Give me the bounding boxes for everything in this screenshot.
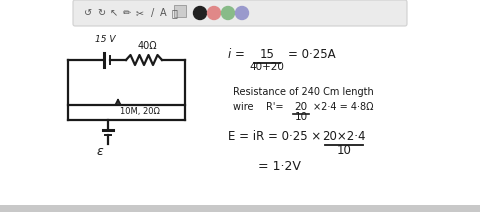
Text: 40Ω: 40Ω <box>138 41 157 51</box>
Text: E = iR = 0·25 ×: E = iR = 0·25 × <box>228 130 321 143</box>
Circle shape <box>193 7 206 20</box>
Text: 15: 15 <box>260 48 275 61</box>
Circle shape <box>221 7 235 20</box>
Text: 10M, 20Ω: 10M, 20Ω <box>120 107 160 116</box>
Text: ⬜: ⬜ <box>171 8 177 18</box>
Text: wire    R'=: wire R'= <box>233 102 284 112</box>
Circle shape <box>236 7 249 20</box>
Text: Resistance of 240 Cm length: Resistance of 240 Cm length <box>233 87 374 97</box>
Text: = 1·2V: = 1·2V <box>258 160 301 173</box>
Text: 20×2·4: 20×2·4 <box>322 130 366 143</box>
Text: ↖: ↖ <box>110 8 118 18</box>
Text: A: A <box>160 8 166 18</box>
Text: 10: 10 <box>294 112 308 122</box>
Text: 15 V: 15 V <box>95 35 116 44</box>
Text: ↺: ↺ <box>84 8 92 18</box>
Text: 40+20: 40+20 <box>250 62 285 72</box>
Text: ✂: ✂ <box>136 8 144 18</box>
Text: ×2·4 = 4·8Ω: ×2·4 = 4·8Ω <box>313 102 373 112</box>
Text: /: / <box>151 8 155 18</box>
Bar <box>174 5 186 17</box>
Text: 10: 10 <box>336 144 351 157</box>
Text: ↻: ↻ <box>97 8 105 18</box>
Text: ✏: ✏ <box>123 8 131 18</box>
Bar <box>0 205 480 212</box>
Circle shape <box>207 7 220 20</box>
Text: 20: 20 <box>294 102 308 112</box>
Text: ε: ε <box>97 145 104 158</box>
Text: i =: i = <box>228 48 245 61</box>
Text: = 0·25A: = 0·25A <box>288 48 336 61</box>
FancyBboxPatch shape <box>73 0 407 26</box>
